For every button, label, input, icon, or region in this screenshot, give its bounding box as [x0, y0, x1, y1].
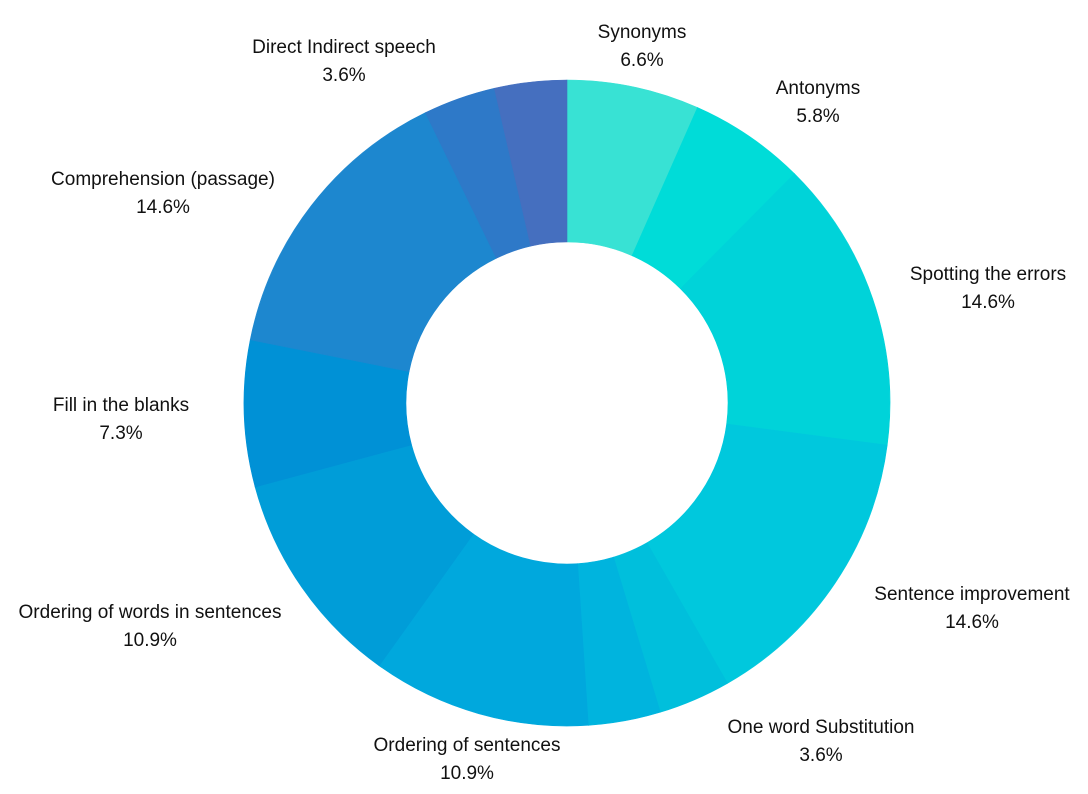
slice-value-label: 10.9%: [440, 763, 494, 784]
slice-name-label: Comprehension (passage): [51, 169, 275, 190]
slice-value-label: 14.6%: [945, 612, 999, 633]
slice-value-label: 7.3%: [99, 423, 142, 444]
slice-name-label: Antonyms: [776, 78, 860, 99]
slice-name-label: Ordering of sentences: [374, 735, 561, 756]
slice-name-label: Ordering of words in sentences: [19, 602, 282, 623]
donut-slices: [243, 79, 891, 727]
slice-name-label: One word Substitution: [728, 717, 915, 738]
slice-value-label: 3.6%: [799, 745, 842, 766]
slice-comprehension-passage: [249, 112, 497, 372]
slice-value-label: 10.9%: [123, 630, 177, 651]
slice-name-label: Fill in the blanks: [53, 395, 189, 416]
slice-value-label: 6.6%: [620, 50, 663, 71]
slice-value-label: 3.6%: [322, 65, 365, 86]
slice-value-label: 14.6%: [961, 292, 1015, 313]
slice-value-label: 14.6%: [136, 197, 190, 218]
slice-direct-indirect-speech: [493, 79, 568, 247]
slice-spotting-the-errors: [679, 173, 891, 446]
slice-sentence-improvement: [646, 423, 888, 684]
slice-name-label: Synonyms: [598, 22, 687, 43]
slice-labels: Synonyms 6.6% Antonyms 5.8% Spotting the err…: [19, 22, 1071, 784]
slice-value-label: 5.8%: [796, 106, 839, 127]
slice-name-label: Spotting the errors: [910, 264, 1066, 285]
slice-name-label: Sentence improvement: [874, 584, 1070, 605]
slice-name-label: Direct Indirect speech: [252, 37, 436, 58]
